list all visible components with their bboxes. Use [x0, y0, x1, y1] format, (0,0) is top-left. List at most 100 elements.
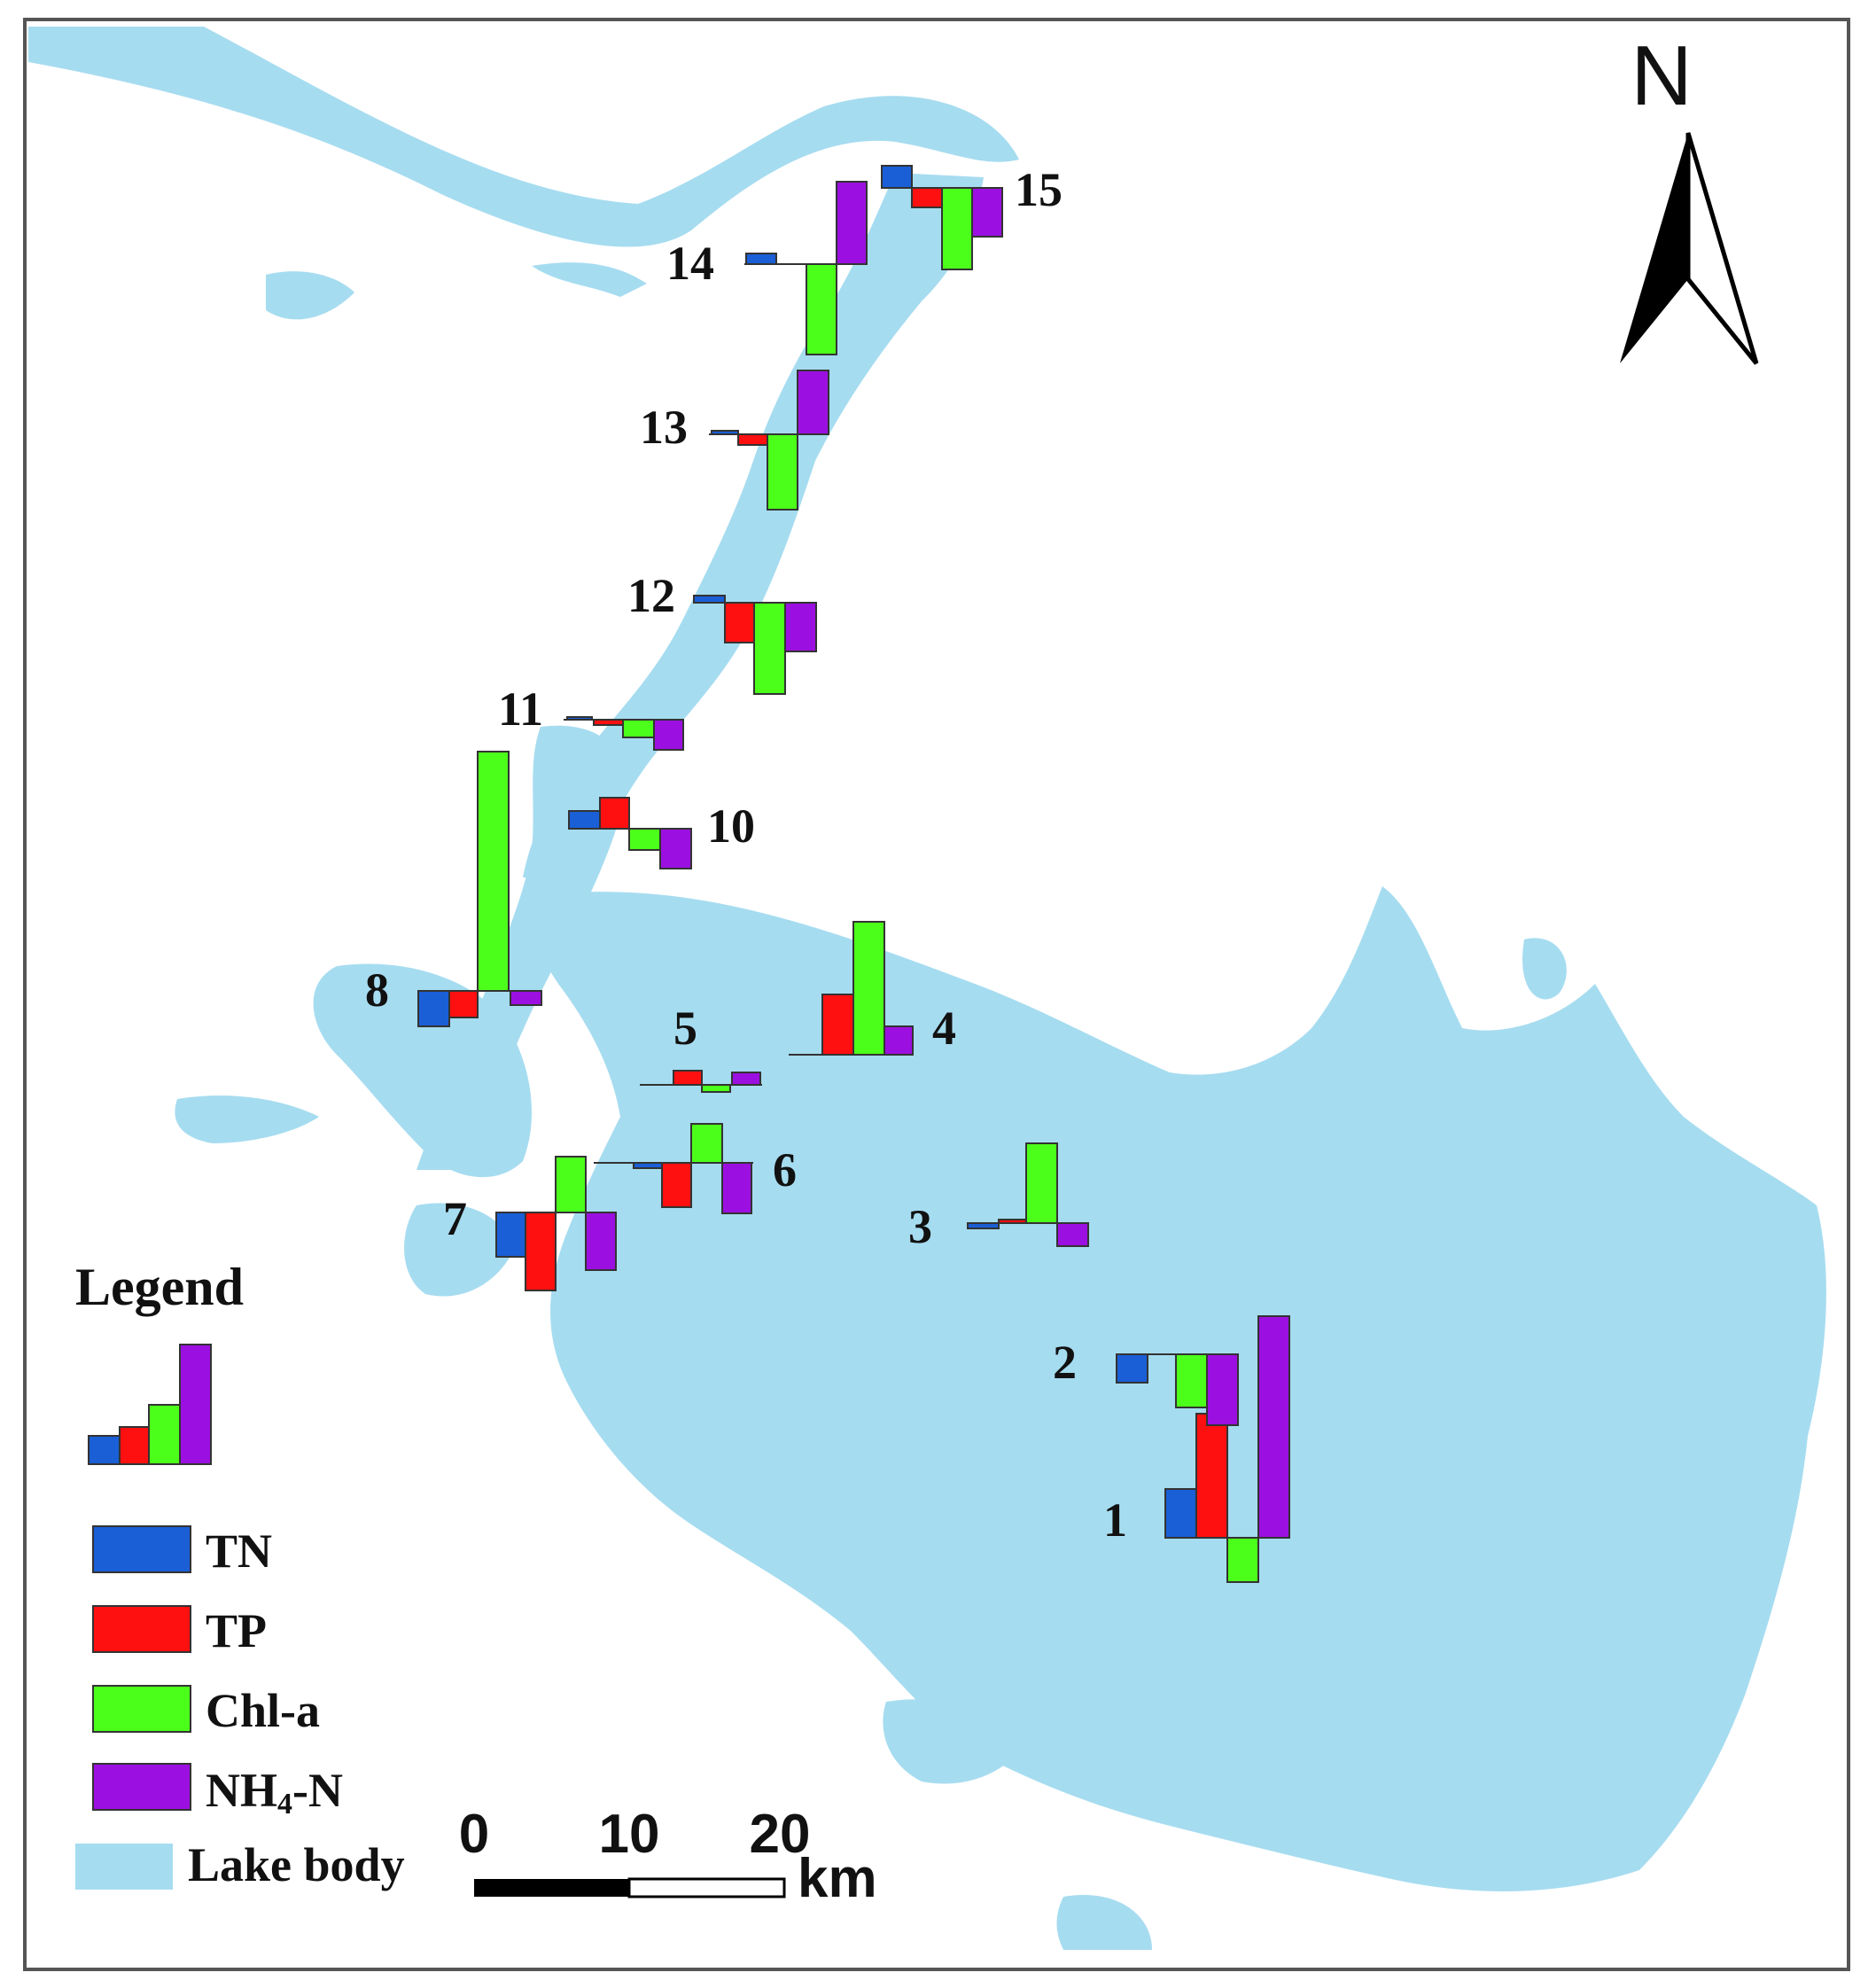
site-label-8: 8 [365, 963, 389, 1017]
legend-label-tn: TN [206, 1524, 272, 1578]
legend-entry-tn: TN [92, 1524, 272, 1578]
site-4-tp-bar [821, 994, 854, 1056]
site-14-bars [744, 181, 868, 355]
site-3-bars [967, 1142, 1089, 1247]
legend-sample-tn [88, 1435, 121, 1465]
site-label-11: 11 [498, 682, 543, 736]
legend-label-nh4n: NH4-N [206, 1764, 343, 1820]
site-14-nh4n-bar [836, 181, 868, 265]
site-label-14: 14 [666, 237, 714, 290]
legend-sample-chla [148, 1404, 181, 1465]
site-2-nh4n-bar [1206, 1353, 1239, 1426]
site-10-chla-bar [628, 828, 661, 851]
site-13-tp-bar [737, 433, 768, 446]
legend-label-tp: TP [206, 1604, 267, 1657]
site-8-tp-bar [448, 990, 479, 1018]
legend-swatch-tn [92, 1525, 191, 1573]
legend-sample-tp [119, 1426, 150, 1465]
site-11-tp-bar [593, 719, 624, 726]
site-10-nh4n-bar [659, 828, 692, 869]
site-5-chla-bar [701, 1084, 731, 1093]
site-15-bars [881, 165, 1003, 270]
legend-swatch-nh4n [92, 1763, 191, 1811]
legend-entry-tp: TP [92, 1604, 267, 1657]
scale-segment-white [627, 1877, 786, 1898]
legend-entry-lake: Lake body [75, 1838, 405, 1891]
legend-swatch-tp [92, 1605, 191, 1653]
site-4-bars [789, 921, 914, 1056]
site-12-bars [693, 595, 817, 695]
north-arrow-right-half [1685, 132, 1759, 365]
site-4-nh4n-bar [884, 1025, 914, 1056]
site-label-5: 5 [673, 1002, 697, 1055]
scale-tick-10: 10 [599, 1804, 660, 1865]
scale-tick-0: 0 [459, 1804, 489, 1865]
site-6-chla-bar [690, 1123, 723, 1164]
legend-entry-chla: Chl-a [92, 1684, 320, 1737]
site-7-bars [495, 1156, 617, 1291]
site-12-tp-bar [724, 602, 755, 643]
scale-tick-20: 20 [750, 1804, 811, 1865]
site-bar-charts [417, 165, 1290, 1583]
site-13-tn-bar [711, 430, 739, 435]
site-label-6: 6 [773, 1143, 797, 1197]
site-label-7: 7 [443, 1192, 467, 1245]
site-12-nh4n-bar [784, 602, 817, 652]
site-1-bars [1164, 1315, 1290, 1583]
site-6-nh4n-bar [721, 1162, 752, 1214]
site-5-bars [640, 1070, 762, 1093]
site-label-3: 3 [908, 1200, 932, 1253]
site-3-chla-bar [1025, 1142, 1058, 1224]
site-1-tp-bar [1195, 1413, 1228, 1539]
site-14-tn-bar [745, 253, 777, 265]
site-12-tn-bar [693, 595, 726, 604]
site-2-bars [1116, 1353, 1239, 1426]
site-4-chla-bar [852, 921, 885, 1056]
site-15-tn-bar [881, 165, 913, 189]
site-label-1: 1 [1103, 1493, 1127, 1547]
legend-label-chla: Chl-a [206, 1684, 320, 1737]
site-8-chla-bar [477, 751, 510, 992]
site-label-13: 13 [640, 401, 688, 454]
site-label-4: 4 [932, 1002, 956, 1055]
site-13-chla-bar [767, 433, 798, 511]
site-13-nh4n-bar [797, 370, 829, 435]
site-10-tn-bar [568, 810, 601, 830]
site-12-chla-bar [753, 602, 786, 695]
legend-sample-nh4n [179, 1344, 212, 1465]
site-8-bars [417, 751, 542, 1027]
site-6-tp-bar [661, 1162, 692, 1208]
north-label: N [1631, 28, 1692, 123]
site-7-chla-bar [555, 1156, 587, 1213]
legend-sample-bars [88, 1344, 212, 1465]
site-7-tn-bar [495, 1212, 526, 1258]
site-1-chla-bar [1226, 1537, 1259, 1583]
north-arrow-left-half [1620, 133, 1688, 363]
legend-label-lake: Lake body [188, 1838, 405, 1891]
site-6-bars [594, 1123, 753, 1214]
legend: Legend TN TP Chl-a NH4-N Lake body [75, 1258, 405, 1891]
site-1-tn-bar [1164, 1488, 1197, 1539]
site-label-2: 2 [1053, 1336, 1077, 1389]
site-8-nh4n-bar [510, 990, 542, 1006]
site-7-tp-bar [525, 1212, 557, 1291]
scale-bar: 0 10 20 km [459, 1804, 877, 1909]
site-3-nh4n-bar [1056, 1222, 1089, 1247]
scale-segment-black [474, 1879, 629, 1897]
site-15-nh4n-bar [971, 187, 1003, 238]
site-11-nh4n-bar [653, 719, 684, 751]
site-11-bars [564, 716, 684, 751]
site-14-chla-bar [806, 263, 837, 355]
legend-title: Legend [75, 1258, 244, 1316]
site-11-tn-bar [566, 716, 593, 721]
site-3-tp-bar [998, 1219, 1031, 1224]
site-2-tn-bar [1116, 1353, 1148, 1384]
site-2-chla-bar [1175, 1353, 1208, 1408]
legend-entry-nh4n: NH4-N [92, 1763, 343, 1820]
site-10-bars [568, 797, 692, 869]
site-3-tn-bar [967, 1222, 1000, 1229]
site-10-tp-bar [599, 797, 630, 830]
site-15-tp-bar [911, 187, 943, 208]
